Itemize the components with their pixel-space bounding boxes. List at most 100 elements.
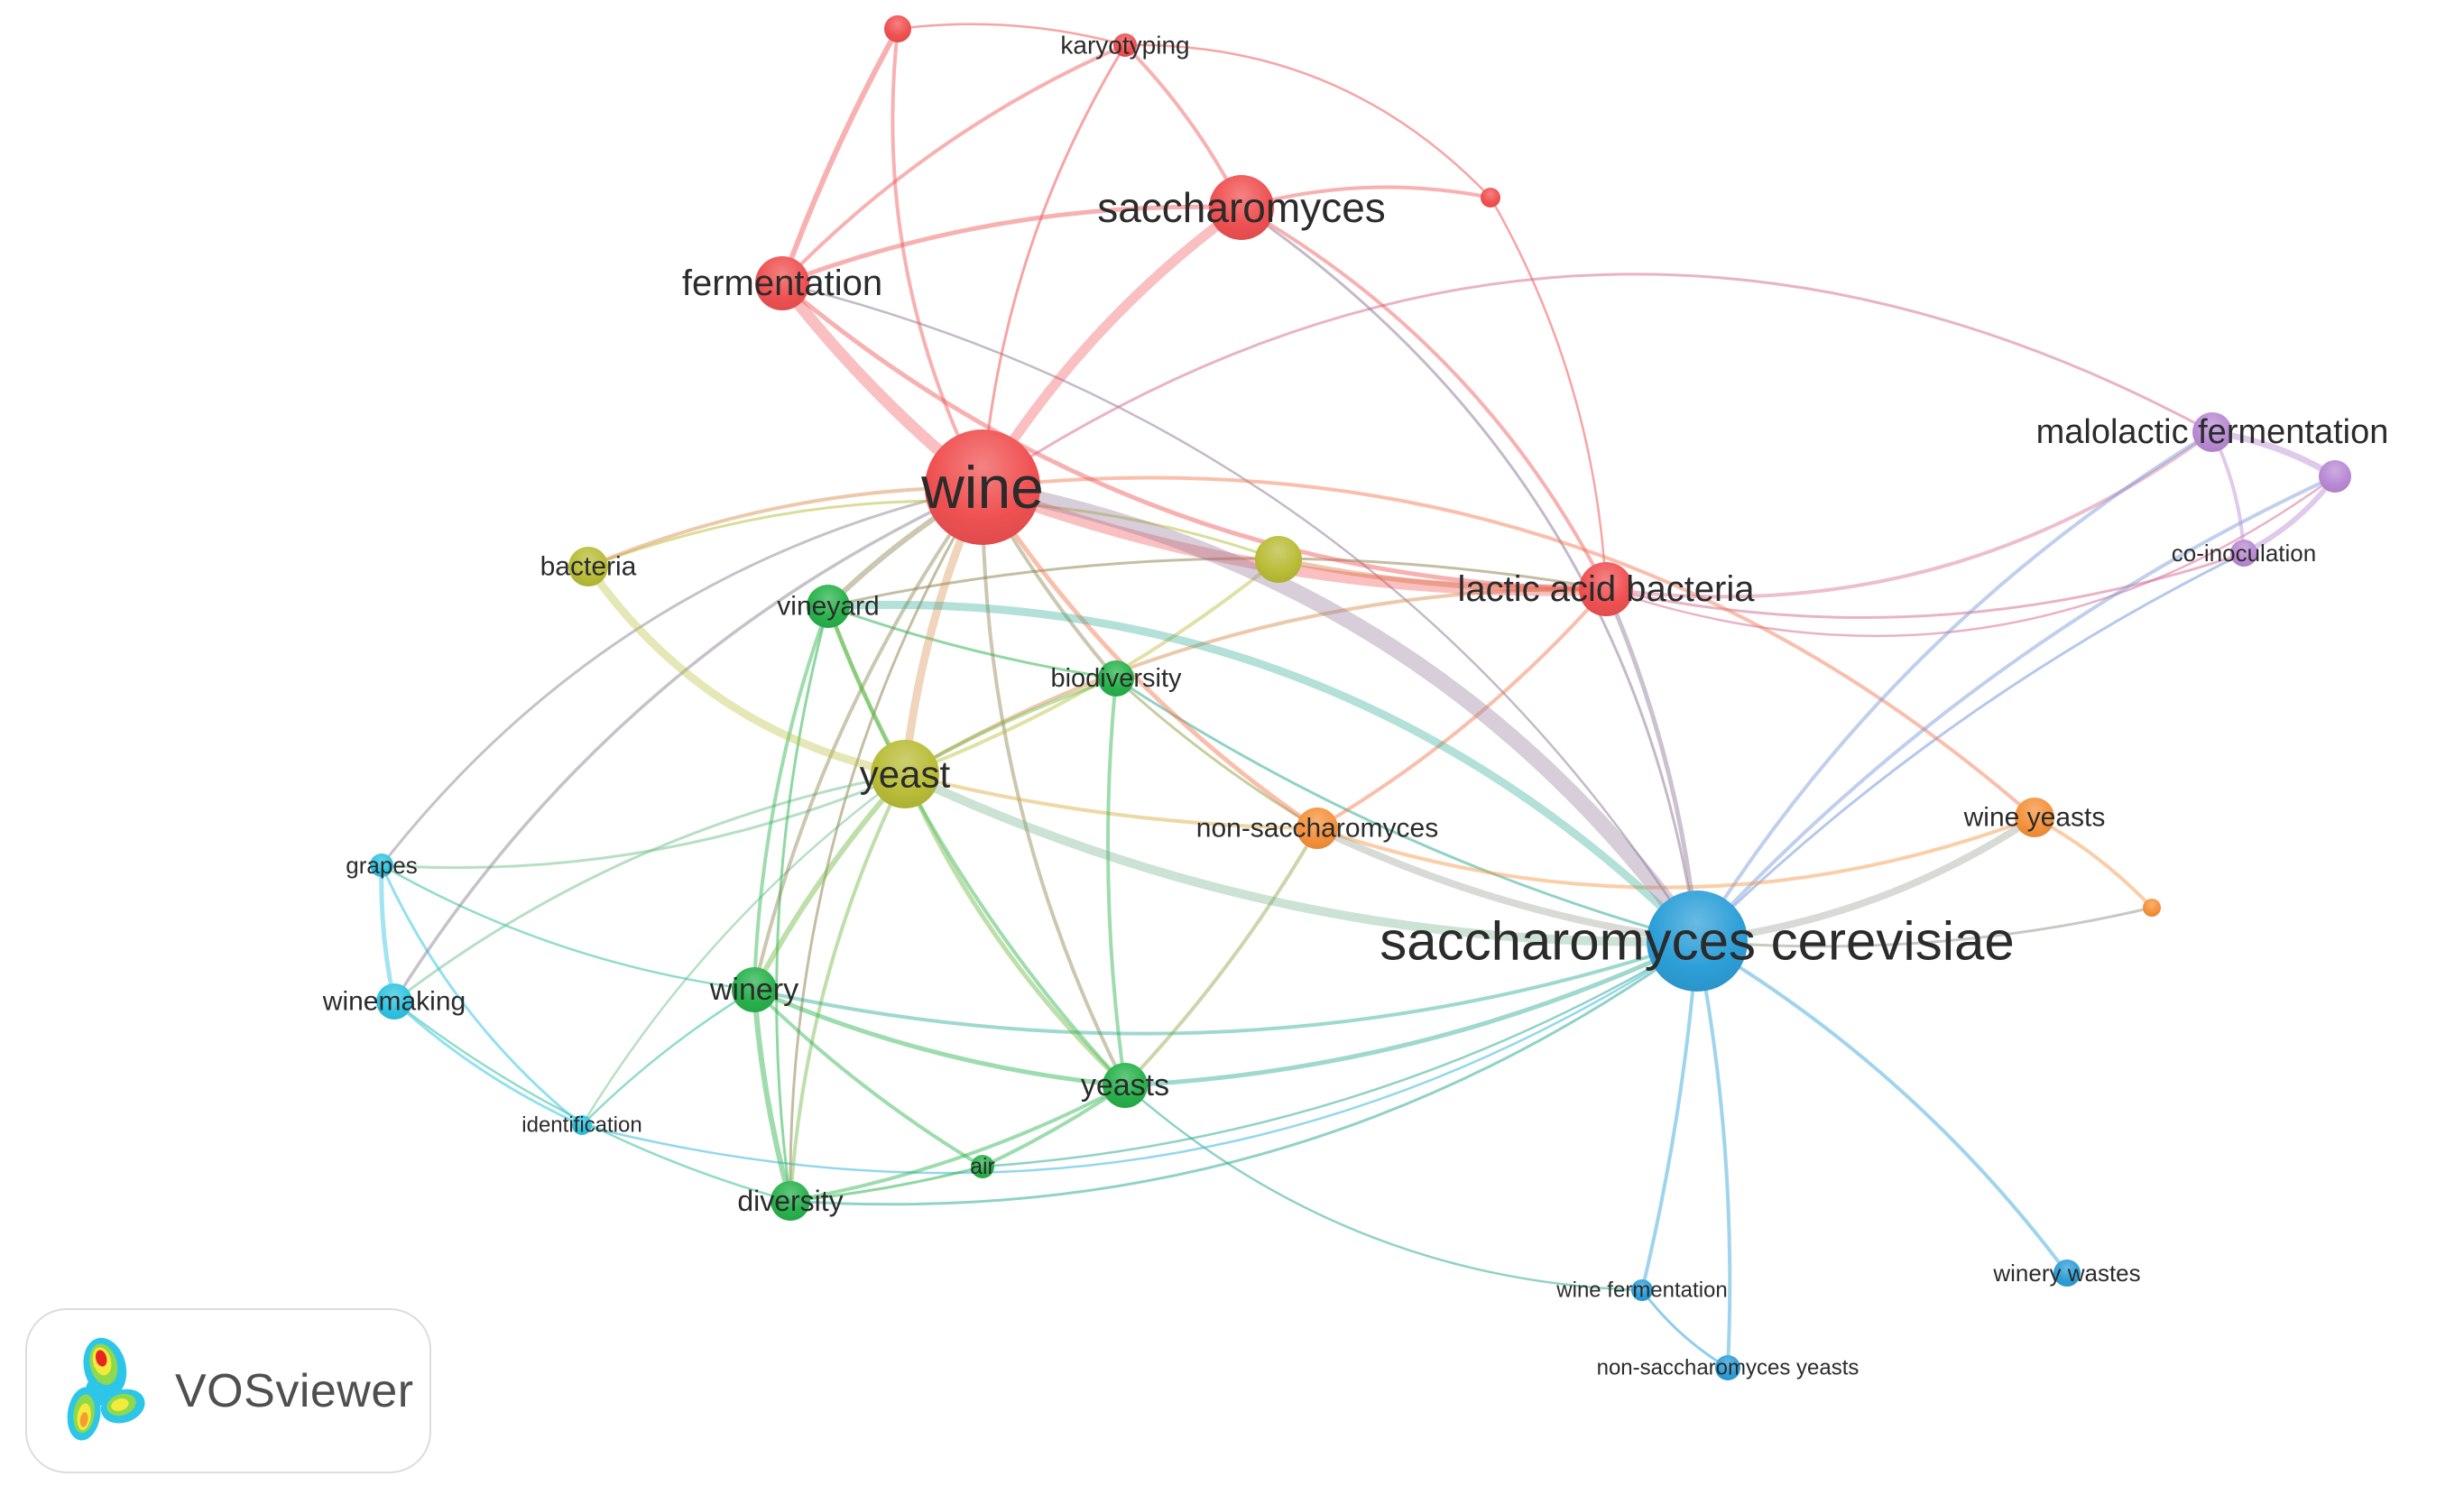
label-wyeasts[interactable]: wine yeasts — [1963, 803, 2106, 833]
edge-ferm-karyo — [780, 43, 1127, 285]
node-unlabeled-rdot2[interactable] — [1481, 188, 1500, 208]
edge-wine-winemak — [392, 485, 984, 1003]
node-air[interactable] — [971, 1155, 994, 1178]
label-winef[interactable]: wine fermentation — [1555, 1278, 1727, 1303]
edge-wine-yeasts — [980, 485, 1127, 1087]
edge-yeast-yeasts — [902, 771, 1128, 1088]
node-ident[interactable] — [572, 1115, 592, 1135]
node-winemak[interactable] — [376, 983, 412, 1020]
edge-winery-sc — [752, 939, 1699, 1036]
node-wine[interactable] — [925, 429, 1040, 545]
edge-sc-ordot — [1695, 906, 2154, 948]
edge-rdot1-karyo — [896, 23, 1127, 47]
edge-winef-nsy — [1640, 1288, 1730, 1370]
node-yeast[interactable] — [871, 740, 939, 808]
node-nonsac[interactable] — [1297, 807, 1338, 849]
edge-biodiv-sc — [1114, 677, 1699, 943]
edge-viney-winery — [752, 604, 830, 992]
edge-yeast-divers — [789, 772, 907, 1203]
label-viney[interactable]: vineyard — [777, 592, 879, 622]
node-unlabeled-ordot[interactable] — [2143, 899, 2161, 917]
label-grapes[interactable]: grapes — [346, 852, 418, 879]
edge-winery-grapes — [380, 863, 756, 992]
edge-winemak-ident — [392, 1000, 584, 1127]
node-winery[interactable] — [732, 967, 777, 1012]
edge-lact-malo — [1604, 430, 2214, 599]
label-ferm[interactable]: fermentation — [682, 263, 882, 303]
label-nonsac[interactable]: non-saccharomyces — [1196, 814, 1438, 844]
node-sacch[interactable] — [1209, 175, 1274, 240]
label-ident[interactable]: identification — [521, 1113, 641, 1138]
edge-sacch-sc — [1240, 206, 1699, 943]
edge-lact-coino — [1604, 551, 2246, 619]
vosviewer-logo: VOSviewer — [25, 1308, 431, 1473]
node-wwastes[interactable] — [2053, 1260, 2081, 1287]
node-sc[interactable] — [1647, 891, 1748, 992]
node-coino[interactable] — [2230, 540, 2257, 567]
vosviewer-heatmap-icon — [67, 1337, 145, 1441]
label-lact[interactable]: lactic acid bacteria — [1457, 569, 1755, 609]
node-unlabeled-rdot1[interactable] — [884, 15, 911, 42]
edge-wine-divers — [789, 485, 984, 1203]
edge-yeasts-biodiv — [1106, 677, 1127, 1087]
label-wwastes[interactable]: winery wastes — [1992, 1260, 2140, 1287]
edge-viney-biodiv — [826, 604, 1118, 680]
edge-lact-rdot2 — [1489, 196, 1608, 591]
edge-winery-yeasts — [752, 987, 1128, 1088]
label-sc[interactable]: saccharomyces cerevisiae — [1380, 911, 2015, 972]
edge-sc-pdot — [1695, 475, 2337, 943]
edge-biodiv-nonsac — [1114, 677, 1319, 830]
node-winef[interactable] — [1631, 1279, 1653, 1301]
label-air[interactable]: air — [970, 1154, 995, 1179]
node-viney[interactable] — [807, 585, 850, 628]
label-yeast[interactable]: yeast — [860, 753, 951, 796]
label-malo[interactable]: malolactic fermentation — [2036, 413, 2389, 451]
edge-yeasts-winef — [1123, 1084, 1644, 1292]
node-divers[interactable] — [771, 1181, 810, 1221]
node-unlabeled-odot[interactable] — [1255, 536, 1302, 583]
node-malo[interactable] — [2192, 412, 2232, 452]
edge-ident-sc — [580, 939, 1699, 1175]
edge-yeast-winemak — [392, 772, 907, 1003]
label-divers[interactable]: diversity — [737, 1185, 843, 1217]
label-coino[interactable]: co-inoculation — [2172, 540, 2316, 567]
label-sacch[interactable]: saccharomyces — [1097, 184, 1386, 231]
node-nsy[interactable] — [1715, 1355, 1740, 1380]
node-yeasts[interactable] — [1103, 1063, 1148, 1108]
edge-wine-rdot1 — [891, 27, 984, 489]
edge-karyo-rdot2 — [1123, 43, 1492, 199]
label-biodiv[interactable]: biodiversity — [1050, 664, 1182, 693]
edge-yeast-ident — [580, 772, 907, 1127]
node-lact[interactable] — [1579, 562, 1633, 616]
edge-wine-winery — [752, 485, 984, 992]
label-karyo[interactable]: karyotyping — [1060, 32, 1189, 60]
label-nsy[interactable]: non-saccharomyces yeasts — [1597, 1356, 1860, 1380]
node-unlabeled-pdot[interactable] — [2319, 460, 2351, 493]
label-yeasts[interactable]: yeasts — [1081, 1068, 1169, 1103]
label-winery[interactable]: winery — [709, 973, 798, 1007]
edge-lact-odot — [1276, 557, 1609, 593]
edge-nonsac-wyeasts — [1315, 816, 2036, 890]
edge-sc-nsy — [1695, 939, 1732, 1370]
edge-winery-ident — [580, 988, 756, 1127]
label-winemak[interactable]: winemaking — [322, 987, 466, 1017]
node-karyo[interactable] — [1113, 33, 1137, 57]
edge-ferm-sacch — [780, 204, 1244, 286]
node-bact[interactable] — [568, 547, 608, 586]
edge-viney-divers — [775, 604, 830, 1203]
label-bact[interactable]: bacteria — [540, 552, 637, 582]
node-wyeasts[interactable] — [2015, 798, 2054, 837]
edge-divers-sc — [789, 939, 1699, 1206]
edge-lact-pdot — [1604, 475, 2337, 637]
node-grapes[interactable] — [370, 854, 393, 877]
label-wine[interactable]: wine — [920, 454, 1044, 521]
node-ferm[interactable] — [755, 256, 809, 310]
node-biodiv[interactable] — [1098, 660, 1134, 697]
edge-winery-divers — [752, 987, 793, 1204]
edge-sc-malo — [1695, 430, 2214, 943]
edge-air-sc — [981, 939, 1699, 1168]
edge-grapes-ident — [380, 863, 584, 1127]
edge-ferm-lact — [780, 281, 1609, 592]
